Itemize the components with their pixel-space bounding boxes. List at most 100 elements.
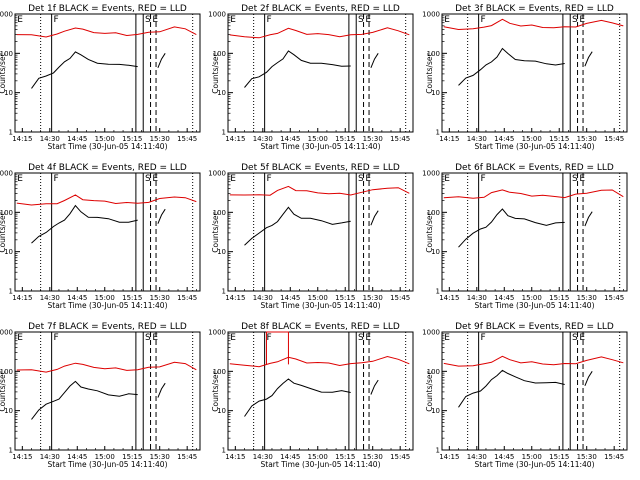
plot-frame bbox=[14, 13, 201, 133]
interval-marker: E bbox=[230, 174, 236, 184]
lld-series-line bbox=[229, 27, 410, 39]
y-tick-label: 10 bbox=[431, 248, 440, 256]
events-post-segment bbox=[584, 211, 593, 227]
y-tick-label: 10 bbox=[217, 89, 226, 97]
x-tick-label: 15:30 bbox=[363, 453, 383, 461]
events-series-line bbox=[244, 378, 351, 417]
x-tick-label: 15:30 bbox=[150, 135, 170, 143]
x-tick-label: 14:15 bbox=[12, 294, 32, 302]
plot-frame bbox=[441, 331, 628, 451]
lld-series-line bbox=[16, 26, 197, 38]
y-axis-label: Counts/sec bbox=[425, 52, 434, 93]
events-post-segment bbox=[157, 53, 166, 68]
interval-marker: F bbox=[53, 333, 58, 343]
panel-title: Det 1f BLACK = Events, RED = LLD bbox=[28, 4, 187, 14]
y-tick-label: 1000 bbox=[0, 170, 13, 178]
y-tick-label: 10 bbox=[431, 407, 440, 415]
x-tick-label: 14:15 bbox=[439, 135, 459, 143]
x-tick-label: 14:15 bbox=[439, 294, 459, 302]
x-tick-label: 15:00 bbox=[308, 135, 328, 143]
y-axis-label: Counts/sec bbox=[211, 52, 220, 93]
panel-4: Det 4f BLACK = Events, RED = LLD 1 10 100 10… bbox=[0, 163, 201, 310]
lld-series-line bbox=[443, 189, 624, 199]
lld-series-line bbox=[16, 361, 197, 373]
plot-frame bbox=[441, 13, 628, 133]
interval-marker: E bbox=[152, 174, 158, 184]
x-tick-label: 14:15 bbox=[225, 135, 245, 143]
y-tick-label: 1 bbox=[9, 129, 13, 137]
x-tick-label: 15:30 bbox=[577, 453, 597, 461]
x-axis-label: Start Time (30-Jun-05 14:11:40) bbox=[48, 142, 168, 151]
y-tick-label: 1000 bbox=[0, 11, 13, 19]
x-tick-label: 15:45 bbox=[390, 135, 410, 143]
y-tick-label: 10 bbox=[217, 407, 226, 415]
y-tick-label: 100 bbox=[0, 209, 13, 217]
x-tick-label: 14:15 bbox=[12, 135, 32, 143]
x-tick-label: 15:15 bbox=[335, 135, 355, 143]
panel-9: Det 9f BLACK = Events, RED = LLD 1 10 100 10… bbox=[422, 322, 628, 469]
panel-title: Det 9f BLACK = Events, RED = LLD bbox=[455, 322, 614, 332]
x-tick-label: 15:15 bbox=[549, 453, 569, 461]
events-series-line bbox=[244, 50, 351, 88]
x-tick-label: 15:30 bbox=[363, 294, 383, 302]
events-series-line bbox=[31, 380, 138, 420]
y-tick-label: 1000 bbox=[422, 11, 440, 19]
x-axis-label: Start Time (30-Jun-05 14:11:40) bbox=[261, 301, 381, 310]
y-tick-label: 1 bbox=[436, 129, 440, 137]
y-tick-label: 100 bbox=[427, 50, 440, 58]
y-axis-label: Counts/sec bbox=[425, 211, 434, 252]
y-tick-label: 1 bbox=[436, 447, 440, 455]
interval-marker: E bbox=[579, 333, 585, 343]
x-tick-label: 14:15 bbox=[439, 453, 459, 461]
y-axis-label: Counts/sec bbox=[0, 211, 7, 252]
y-tick-label: 1 bbox=[436, 288, 440, 296]
panel-title: Det 8f BLACK = Events, RED = LLD bbox=[241, 322, 400, 332]
x-tick-label: 15:15 bbox=[122, 135, 142, 143]
interval-marker: E bbox=[579, 174, 585, 184]
x-tick-label: 15:00 bbox=[95, 135, 115, 143]
panel-6: Det 6f BLACK = Events, RED = LLD 1 10 100 10… bbox=[422, 163, 628, 310]
lld-series-line bbox=[16, 194, 197, 206]
x-tick-label: 15:00 bbox=[95, 453, 115, 461]
x-tick-label: 15:00 bbox=[522, 294, 542, 302]
plot-frame bbox=[14, 331, 201, 451]
x-tick-label: 14:15 bbox=[225, 453, 245, 461]
x-tick-label: 15:45 bbox=[604, 135, 624, 143]
x-axis-label: Start Time (30-Jun-05 14:11:40) bbox=[475, 301, 595, 310]
events-post-segment bbox=[370, 53, 379, 68]
interval-marker: E bbox=[17, 174, 23, 184]
interval-marker: F bbox=[480, 15, 485, 25]
x-tick-label: 15:00 bbox=[308, 294, 328, 302]
x-tick-label: 14:30 bbox=[40, 453, 60, 461]
y-tick-label: 100 bbox=[427, 209, 440, 217]
x-tick-label: 15:45 bbox=[177, 294, 197, 302]
x-tick-label: 15:15 bbox=[335, 453, 355, 461]
x-tick-label: 15:45 bbox=[604, 453, 624, 461]
y-tick-label: 100 bbox=[0, 50, 13, 58]
y-tick-label: 1 bbox=[9, 288, 13, 296]
interval-marker: E bbox=[444, 333, 450, 343]
y-tick-label: 10 bbox=[4, 248, 13, 256]
events-post-segment bbox=[584, 51, 593, 67]
x-tick-label: 15:45 bbox=[390, 453, 410, 461]
interval-marker: E bbox=[444, 174, 450, 184]
y-tick-label: 1000 bbox=[0, 329, 13, 337]
y-axis-label: Counts/sec bbox=[425, 370, 434, 411]
lld-series-line bbox=[229, 185, 410, 196]
x-tick-label: 15:00 bbox=[95, 294, 115, 302]
x-tick-label: 14:45 bbox=[280, 294, 300, 302]
x-tick-label: 15:45 bbox=[177, 453, 197, 461]
interval-marker: E bbox=[365, 174, 371, 184]
x-tick-label: 15:45 bbox=[177, 135, 197, 143]
panel-title: Det 6f BLACK = Events, RED = LLD bbox=[455, 163, 614, 173]
interval-marker: S bbox=[145, 174, 151, 184]
x-tick-label: 14:45 bbox=[280, 135, 300, 143]
x-axis-label: Start Time (30-Jun-05 14:11:40) bbox=[48, 301, 168, 310]
interval-marker: S bbox=[358, 15, 364, 25]
y-tick-label: 1000 bbox=[422, 329, 440, 337]
interval-marker: F bbox=[266, 333, 271, 343]
panel-title: Det 2f BLACK = Events, RED = LLD bbox=[241, 4, 400, 14]
panel-2: Det 2f BLACK = Events, RED = LLD 1 10 100 10… bbox=[208, 4, 414, 151]
interval-marker: E bbox=[152, 15, 158, 25]
